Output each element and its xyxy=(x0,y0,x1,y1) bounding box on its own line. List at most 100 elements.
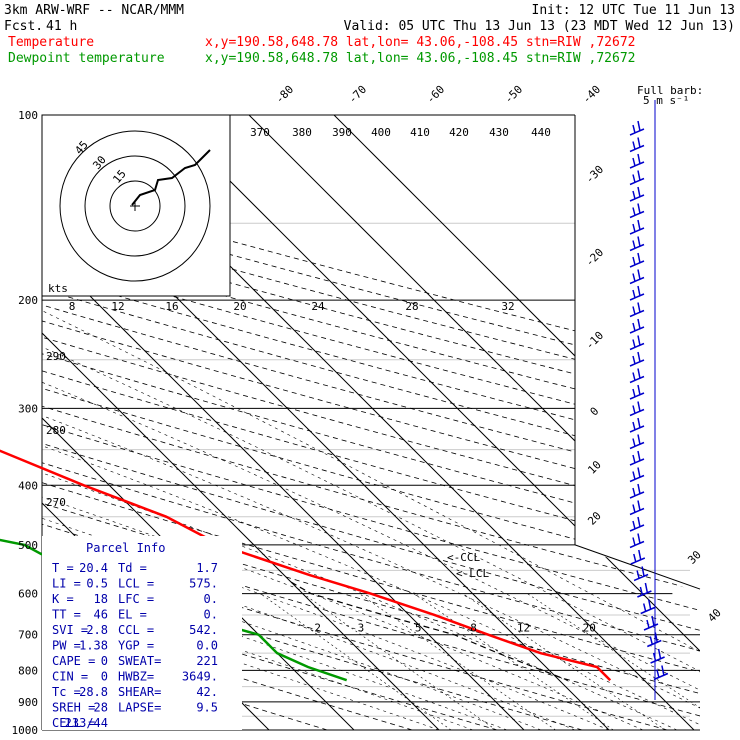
wind-barb xyxy=(629,326,645,334)
parcel-info-cell: 0.0 xyxy=(196,639,218,653)
dewpoint-location: x,y=190.58,648.78 lat,lon= 43.06,-108.45… xyxy=(205,51,635,66)
wind-barb xyxy=(629,425,645,433)
parcel-info-cell: 0 xyxy=(101,654,108,668)
wind-barb-flag xyxy=(632,223,636,233)
wind-barb-flag xyxy=(638,549,642,561)
wind-barb-flag xyxy=(661,665,665,676)
wind-barbs xyxy=(629,100,669,700)
wind-barb xyxy=(643,623,659,631)
lcl-marker: <-LCL xyxy=(456,567,489,580)
wind-barb xyxy=(629,441,645,450)
wind-barb xyxy=(629,474,645,483)
wind-barb xyxy=(629,507,645,516)
wind-barb-flag xyxy=(632,355,636,365)
wind-barb-flag xyxy=(654,632,659,643)
wind-barb-flag xyxy=(632,157,636,167)
isotherm-label--20: -20 xyxy=(583,246,606,269)
wind-barb xyxy=(653,672,669,681)
ccl-marker: <-CCL xyxy=(447,551,480,564)
pressure-tick-400: 400 xyxy=(18,479,38,492)
barb-legend-title: Full barb: xyxy=(637,84,703,97)
hodograph-unit: kts xyxy=(48,282,68,295)
isotherm-30 xyxy=(163,115,700,730)
parcel-info-cell: CCL = xyxy=(118,623,154,637)
wind-barb xyxy=(629,128,645,136)
wind-barb-flag xyxy=(632,372,636,381)
dry-adiabat-330 xyxy=(42,115,700,730)
parcel-info-cell: SHEAR= xyxy=(118,685,161,699)
moist-adiabat-26 xyxy=(42,299,700,730)
theta-label-440: 440 xyxy=(531,126,551,139)
wind-barb-flag xyxy=(637,384,641,396)
parcel-info-cell: T = xyxy=(52,561,74,575)
wind-barb-flag xyxy=(632,339,636,348)
barb-legend-value: 5 m s⁻¹ xyxy=(643,94,689,107)
parcel-info-cell: 2.8 xyxy=(86,623,108,637)
wind-barb-flag xyxy=(637,318,641,330)
theta-left-label-270: 270 xyxy=(46,496,66,509)
wind-barb-flag xyxy=(637,516,641,528)
parcel-info-cell: 221 xyxy=(196,654,218,668)
parcel-info-cell: 1.7 xyxy=(196,561,218,575)
parcel-info-cell: 0 xyxy=(101,670,108,684)
wind-barb-flag xyxy=(632,388,636,398)
theta-label-410: 410 xyxy=(410,126,430,139)
pressure-tick-600: 600 xyxy=(18,588,38,601)
wind-barb-flag xyxy=(632,537,636,546)
wind-barb-flag xyxy=(637,269,641,280)
mixing-label-5: 5 xyxy=(415,622,422,635)
parcel-info-cell: 233/44 xyxy=(65,716,108,730)
wind-barb xyxy=(629,161,645,169)
isotherm-40 xyxy=(248,115,700,730)
parcel-info-cell: Tc = xyxy=(52,685,81,699)
isotherm-label--30: -30 xyxy=(583,163,606,186)
dry-adiabat-300 xyxy=(42,115,700,730)
moist-adiabat--2 xyxy=(42,299,508,730)
parcel-info-cell: 9.5 xyxy=(196,701,218,715)
wind-barb-flag xyxy=(632,504,636,513)
wind-barb-flag xyxy=(637,533,641,544)
mixing-line-3 xyxy=(302,593,497,730)
isotherm-label--10: -10 xyxy=(583,329,606,352)
model-title: 3km ARW-WRF -- NCAR/MMM xyxy=(4,3,184,18)
parcel-info-cell: 46 xyxy=(94,608,108,622)
wind-barb-flag xyxy=(633,553,637,563)
parcel-info-cell: PW = xyxy=(52,639,81,653)
wind-barb-flag xyxy=(632,240,636,249)
parcel-info-cell: 1.38 xyxy=(79,639,108,653)
speed-label-24: 24 xyxy=(311,300,325,313)
isotherm-label--60: -60 xyxy=(424,83,447,106)
theta-label-420: 420 xyxy=(449,126,469,139)
pressure-tick-200: 200 xyxy=(18,294,38,307)
dry-adiabat-310 xyxy=(42,115,700,730)
wind-barb xyxy=(629,359,645,367)
mixing-line-20 xyxy=(527,593,700,730)
mixing-label-20: 20 xyxy=(583,622,596,635)
fcst-label: Fcst. xyxy=(4,19,43,34)
wind-barb-flag xyxy=(637,120,641,132)
theta-left-label-290: 290 xyxy=(46,350,66,363)
hodograph-ring-2 xyxy=(84,155,186,257)
parcel-info-cell: 20.4 xyxy=(79,561,108,575)
parcel-info-panel: T = 20.4 Td = 1.7 LI = 0.5 LCL = 575. K = 18 LFC =… xyxy=(42,536,242,730)
mixing-label-2: 2 xyxy=(314,622,321,635)
wind-barb-flag xyxy=(637,252,641,264)
wind-barb-flag xyxy=(632,124,636,134)
dry-adiabat-340 xyxy=(42,115,700,730)
wind-barb-flag xyxy=(637,186,641,198)
pressure-tick-800: 800 xyxy=(18,664,38,677)
wind-barb-flag xyxy=(651,615,655,627)
wind-barb xyxy=(629,210,645,219)
parcel-info-title: Parcel Info xyxy=(86,541,165,555)
parcel-info-cell: HWBZ= xyxy=(118,670,154,684)
wind-barb xyxy=(629,177,645,186)
wind-barb xyxy=(629,260,645,268)
isotherm-0 xyxy=(42,115,525,730)
wind-barb-flag xyxy=(637,219,641,231)
isotherm-label-30: 30 xyxy=(685,548,704,567)
wind-barb xyxy=(629,276,645,285)
wind-barb xyxy=(629,194,645,202)
parcel-info-cell: SWEAT= xyxy=(118,654,161,668)
hodograph-ring-3 xyxy=(59,130,211,282)
